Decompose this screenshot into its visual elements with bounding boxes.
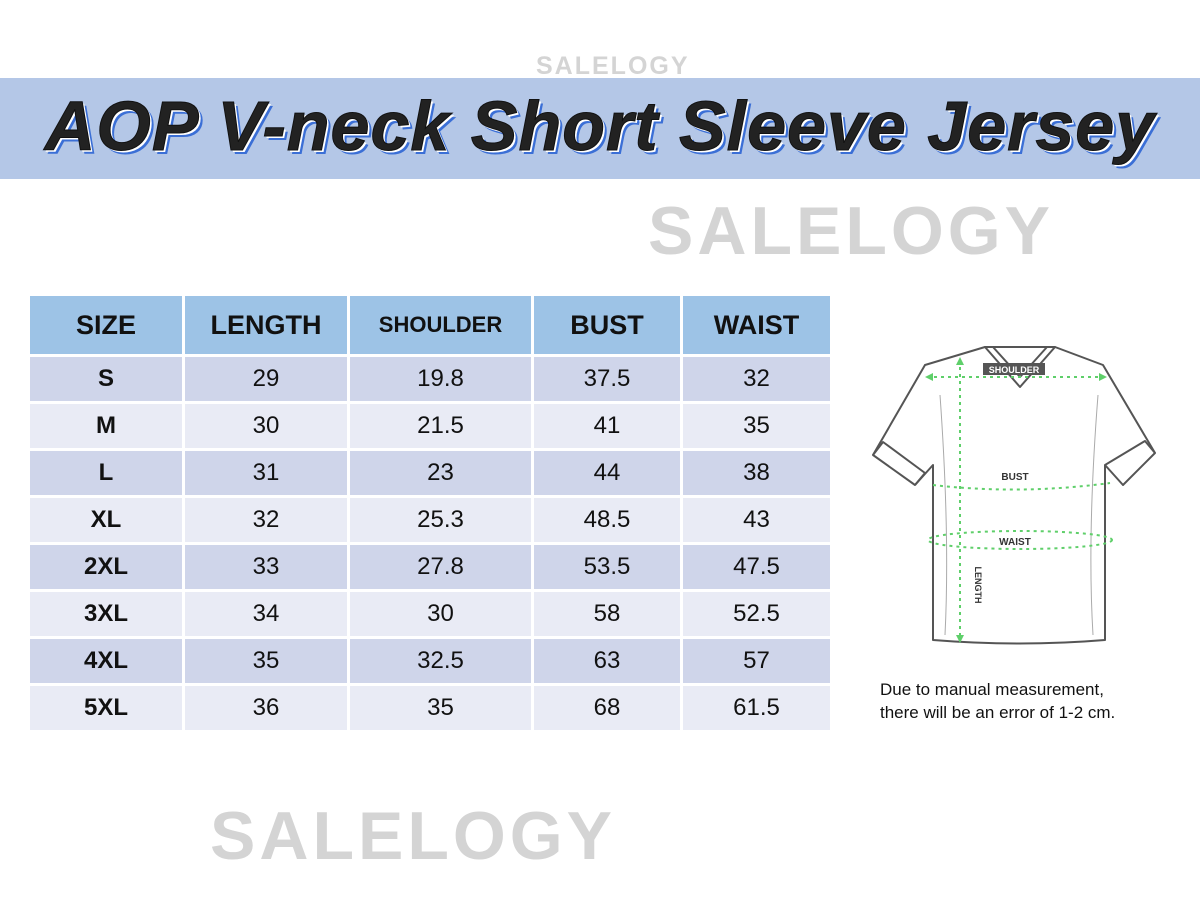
- cell-waist: 38: [680, 448, 833, 498]
- cell-waist: 32: [680, 354, 833, 404]
- cell-shoulder: 32.5: [347, 636, 534, 686]
- header-size: SIZE: [27, 293, 185, 357]
- watermark: SALELOGY: [210, 798, 617, 874]
- cell-size: 5XL: [27, 683, 185, 733]
- cell-length: 32: [182, 495, 350, 545]
- header-waist: WAIST: [680, 293, 833, 357]
- cell-length: 30: [182, 401, 350, 451]
- cell-length: 31: [182, 448, 350, 498]
- cell-shoulder: 19.8: [347, 354, 534, 404]
- page-title: AOP V-neck Short Sleeve Jersey: [44, 87, 1156, 166]
- shirt-body-outline: [872, 346, 1156, 645]
- cell-bust: 63: [531, 636, 683, 686]
- cell-shoulder: 35: [347, 683, 534, 733]
- cell-size: 2XL: [27, 542, 185, 592]
- measurement-note: Due to manual measurement, there will be…: [880, 678, 1115, 724]
- cell-waist: 43: [680, 495, 833, 545]
- cell-shoulder: 23: [347, 448, 534, 498]
- cell-length: 34: [182, 589, 350, 639]
- waist-label: WAIST: [999, 537, 1031, 548]
- cell-waist: 57: [680, 636, 833, 686]
- cell-length: 33: [182, 542, 350, 592]
- cell-bust: 41: [531, 401, 683, 451]
- table-row: M 30 21.5 41 35: [27, 401, 833, 451]
- header-shoulder: SHOULDER: [347, 293, 534, 357]
- table-row: S 29 19.8 37.5 32: [27, 354, 833, 404]
- size-table: SIZE LENGTH SHOULDER BUST WAIST S 29 19.8 3…: [27, 293, 833, 733]
- cell-size: L: [27, 448, 185, 498]
- cell-bust: 48.5: [531, 495, 683, 545]
- cell-length: 35: [182, 636, 350, 686]
- table-row: 3XL 34 30 58 52.5: [27, 589, 833, 639]
- watermark: SALELOGY: [536, 52, 690, 80]
- table-row: 5XL 36 35 68 61.5: [27, 683, 833, 733]
- cell-waist: 47.5: [680, 542, 833, 592]
- table-row: XL 32 25.3 48.5 43: [27, 495, 833, 545]
- table-row: L 31 23 44 38: [27, 448, 833, 498]
- cell-bust: 68: [531, 683, 683, 733]
- cell-bust: 53.5: [531, 542, 683, 592]
- cell-bust: 44: [531, 448, 683, 498]
- cell-length: 36: [182, 683, 350, 733]
- title-band: [0, 78, 1200, 179]
- cell-bust: 58: [531, 589, 683, 639]
- note-line-1: Due to manual measurement,: [880, 680, 1104, 699]
- cell-waist: 61.5: [680, 683, 833, 733]
- shoulder-label: SHOULDER: [989, 365, 1040, 375]
- cell-shoulder: 27.8: [347, 542, 534, 592]
- table-row: 2XL 33 27.8 53.5 47.5: [27, 542, 833, 592]
- header-length: LENGTH: [182, 293, 350, 357]
- cell-shoulder: 30: [347, 589, 534, 639]
- shirt-diagram: SHOULDER BUST WAIST LENGTH: [872, 346, 1156, 645]
- cell-size: 3XL: [27, 589, 185, 639]
- cell-size: 4XL: [27, 636, 185, 686]
- cell-waist: 35: [680, 401, 833, 451]
- bust-label: BUST: [1001, 472, 1028, 483]
- cell-bust: 37.5: [531, 354, 683, 404]
- length-label: LENGTH: [973, 567, 983, 604]
- cell-shoulder: 21.5: [347, 401, 534, 451]
- cell-size: XL: [27, 495, 185, 545]
- cell-size: M: [27, 401, 185, 451]
- cell-length: 29: [182, 354, 350, 404]
- cell-size: S: [27, 354, 185, 404]
- cell-shoulder: 25.3: [347, 495, 534, 545]
- note-line-2: there will be an error of 1-2 cm.: [880, 703, 1116, 722]
- cell-waist: 52.5: [680, 589, 833, 639]
- table-row: 4XL 35 32.5 63 57: [27, 636, 833, 686]
- table-header-row: SIZE LENGTH SHOULDER BUST WAIST: [27, 293, 833, 357]
- header-bust: BUST: [531, 293, 683, 357]
- watermark: SALELOGY: [648, 193, 1055, 269]
- shirt-collar: [984, 346, 1056, 388]
